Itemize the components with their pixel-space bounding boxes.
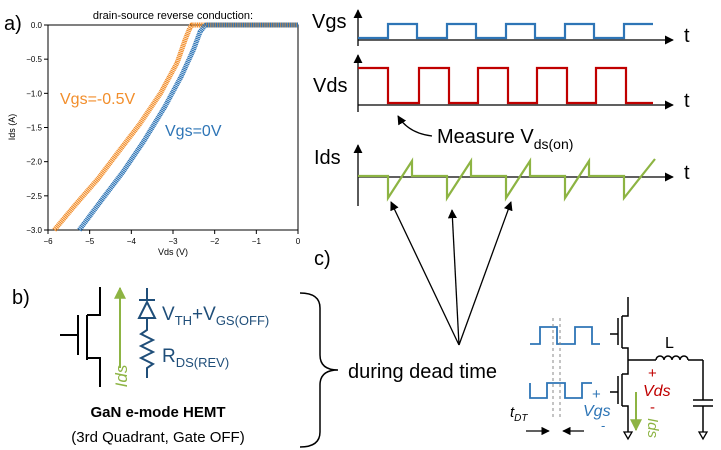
vth-vgsoff-label: VTH+VGS(OFF) [162,304,269,328]
ids-label-b: Ids [112,364,131,387]
vgs-circuit-label: Vgs [583,403,611,420]
gate-pulse-bottom [529,382,592,399]
y-tick-label: −0.5 [26,55,42,64]
chart-xlabel: Vds (V) [158,247,188,257]
vgs-minus-sign: - [601,418,605,433]
ids-label-c: Ids [644,418,661,439]
y-tick-label: −3.0 [26,226,42,235]
vgs-t-label: t [684,25,690,47]
dead-time-brace [299,292,339,448]
dead-time-arrow-3 [458,201,513,346]
y-tick-label: 0.0 [31,21,43,30]
y-tick-label: −1.5 [26,124,42,133]
panel-label-b: b) [12,287,30,309]
x-tick-label: −5 [85,237,95,246]
vgs-plus-sign: + [592,386,601,403]
hemt-subtitle: (3rd Quadrant, Gate OFF) [71,429,244,446]
gate-pulse-top [530,326,600,345]
ground-symbol-switch [622,431,634,441]
diode-resistor-branch [137,288,157,378]
tdt-label: tDT [510,404,528,424]
y-tick-label: −2.0 [26,158,42,167]
rds-rev-label: RDS(REV) [162,346,229,370]
ids-t-label: t [684,162,690,184]
chart-ylabel: Ids (A) [7,114,17,141]
x-tick-label: −2 [210,237,220,246]
chart-series [52,22,298,232]
vds-circuit-label: Vds [643,383,671,400]
vgs-wave-label: Vgs [312,11,346,33]
half-bridge-circuit [610,297,713,432]
x-tick-label: −3 [168,237,178,246]
legend-vgs-neg: Vgs=-0.5V [60,91,135,108]
dead-time-arrow-2 [447,209,460,346]
ids-waveform [358,157,656,202]
hemt-symbol [60,287,101,387]
inductor-label: L [665,335,674,352]
x-tick-label: 0 [296,237,301,246]
legend-vgs-zero: Vgs=0V [165,123,222,140]
y-tick-label: −2.5 [26,192,42,201]
vds-minus-sign: - [650,399,655,416]
series-line-0 [52,22,298,232]
chart-ticks: −6 −5 −4 −3 −2 −1 0 0.0 −0.5 −1.0 −1.5 −2.0 −2.5 −3.0 [26,21,301,246]
vds-waveform [358,66,653,105]
dead-time-arrow-1 [390,201,460,346]
x-tick-label: −1 [252,237,262,246]
ids-wave-label: Ids [314,147,341,169]
vgs-waveform [358,22,653,40]
x-tick-label: −4 [127,237,137,246]
x-tick-label: −6 [43,237,53,246]
panel-label-a: a) [4,13,22,35]
chart-title: drain-source reverse conduction: [93,10,253,22]
dead-time-label: during dead time [348,361,497,383]
panel-label-c: c) [314,248,331,270]
ground-symbol-cap [697,431,709,441]
hemt-title: GaN e-mode HEMT [90,404,225,421]
series-line-1 [77,22,298,232]
measure-label: Measure Vds(on) [437,126,573,152]
measure-arrow [397,115,433,137]
vds-plus-sign: + [648,365,657,382]
vds-wave-label: Vds [313,75,347,97]
y-tick-label: −1.0 [26,89,42,98]
vds-t-label: t [684,90,690,112]
